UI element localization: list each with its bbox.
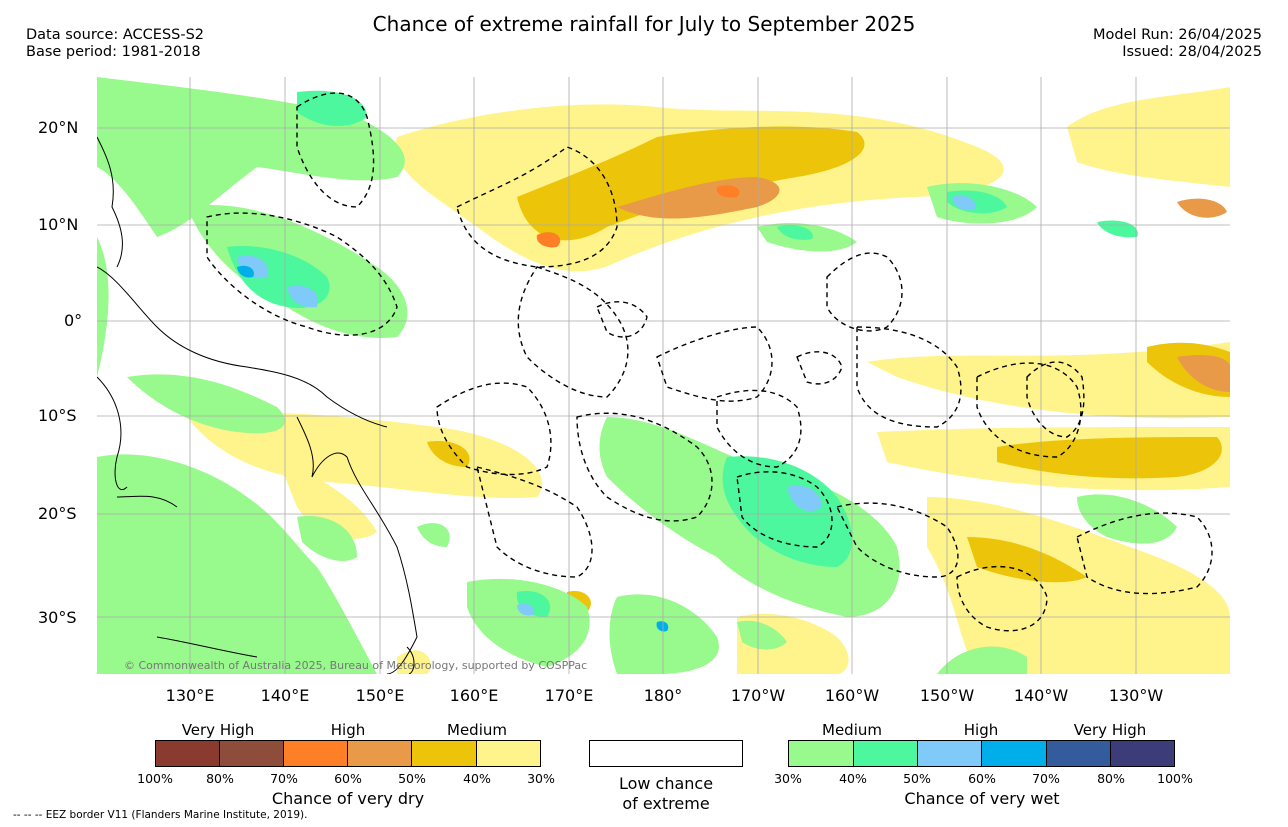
lon-label-180: 180° bbox=[643, 686, 683, 705]
wet-swatch-4 bbox=[981, 740, 1047, 767]
wet-tick: 30% bbox=[774, 771, 802, 786]
lat-label-30s: 30°S bbox=[38, 608, 77, 627]
issued-text: Issued: 28/04/2025 bbox=[1122, 44, 1262, 60]
rainfall-map bbox=[97, 77, 1230, 674]
model-run-text: Model Run: 26/04/2025 bbox=[1092, 27, 1262, 43]
base-period-text: Base period: 1981-2018 bbox=[26, 44, 201, 60]
dry-swatch-1 bbox=[155, 740, 220, 767]
lon-label-150e: 150°E bbox=[355, 686, 405, 705]
wet-legend-title: Chance of very wet bbox=[904, 789, 1060, 808]
low-chance-line1: Low chance bbox=[618, 774, 714, 793]
lat-label-20n: 20°N bbox=[38, 118, 79, 137]
dry-swatch-6 bbox=[476, 740, 541, 767]
eez-borders bbox=[206, 92, 1213, 632]
lat-label-0: 0° bbox=[64, 311, 83, 330]
credit-text: © Commonwealth of Australia 2025, Bureau… bbox=[124, 659, 588, 672]
dry-tick: 100% bbox=[137, 771, 173, 786]
wet-heading-medium: Medium bbox=[822, 721, 882, 739]
wet-tick: 100% bbox=[1157, 771, 1193, 786]
graticule bbox=[97, 77, 1230, 674]
low-chance-line2: of extreme bbox=[622, 794, 710, 813]
header-left: Data source: ACCESS-S2 Base period: 1981… bbox=[26, 27, 204, 61]
eez-footnote: -- -- -- EEZ border V11 (Flanders Marine… bbox=[13, 809, 308, 821]
dry-heading-high: High bbox=[330, 721, 366, 739]
dry-tick: 80% bbox=[206, 771, 234, 786]
wet-tick: 40% bbox=[839, 771, 867, 786]
wet-swatch-5 bbox=[1046, 740, 1111, 767]
wet-swatch-3 bbox=[917, 740, 982, 767]
rainfall-shading bbox=[97, 77, 1230, 674]
wet-tick: 80% bbox=[1097, 771, 1125, 786]
wet-heading-high: High bbox=[963, 721, 999, 739]
dry-swatch-4 bbox=[347, 740, 412, 767]
wet-swatch-6 bbox=[1110, 740, 1175, 767]
dry-heading-very-high: Very High bbox=[181, 721, 255, 739]
dry-tick: 40% bbox=[463, 771, 491, 786]
dry-swatch-2 bbox=[219, 740, 284, 767]
dry-heading-medium: Medium bbox=[447, 721, 507, 739]
dry-legend-title: Chance of very dry bbox=[271, 789, 425, 808]
wet-tick: 50% bbox=[903, 771, 931, 786]
lon-label-150w: 150°W bbox=[919, 686, 975, 705]
low-chance-label: Low chance of extreme bbox=[619, 774, 713, 814]
dry-tick: 60% bbox=[334, 771, 362, 786]
lon-label-160e: 160°E bbox=[449, 686, 499, 705]
lat-label-10n: 10°N bbox=[38, 215, 79, 234]
lon-label-140e: 140°E bbox=[260, 686, 310, 705]
dry-tick: 70% bbox=[270, 771, 298, 786]
wet-tick: 60% bbox=[968, 771, 996, 786]
lat-label-20s: 20°S bbox=[38, 504, 77, 523]
lon-label-160w: 160°W bbox=[824, 686, 880, 705]
header-right: Model Run: 26/04/2025 Issued: 28/04/2025 bbox=[1093, 27, 1262, 61]
data-source-text: Data source: ACCESS-S2 bbox=[26, 27, 205, 43]
dry-swatch-3 bbox=[283, 740, 348, 767]
wet-swatch-2 bbox=[853, 740, 918, 767]
wet-tick: 70% bbox=[1032, 771, 1060, 786]
dry-swatch-5 bbox=[411, 740, 477, 767]
dry-tick: 30% bbox=[527, 771, 555, 786]
lon-label-130e: 130°E bbox=[165, 686, 215, 705]
map-title: Chance of extreme rainfall for July to S… bbox=[372, 12, 916, 36]
lon-label-130w: 130°W bbox=[1108, 686, 1164, 705]
wet-heading-very-high: Very High bbox=[1073, 721, 1147, 739]
lat-label-10s: 10°S bbox=[38, 406, 77, 425]
low-chance-swatch bbox=[589, 740, 743, 767]
dry-tick: 50% bbox=[398, 771, 426, 786]
lon-label-170w: 170°W bbox=[730, 686, 786, 705]
wet-swatch-1 bbox=[788, 740, 854, 767]
lon-label-140w: 140°W bbox=[1013, 686, 1069, 705]
lon-label-170e: 170°E bbox=[544, 686, 594, 705]
coastlines bbox=[97, 136, 418, 674]
